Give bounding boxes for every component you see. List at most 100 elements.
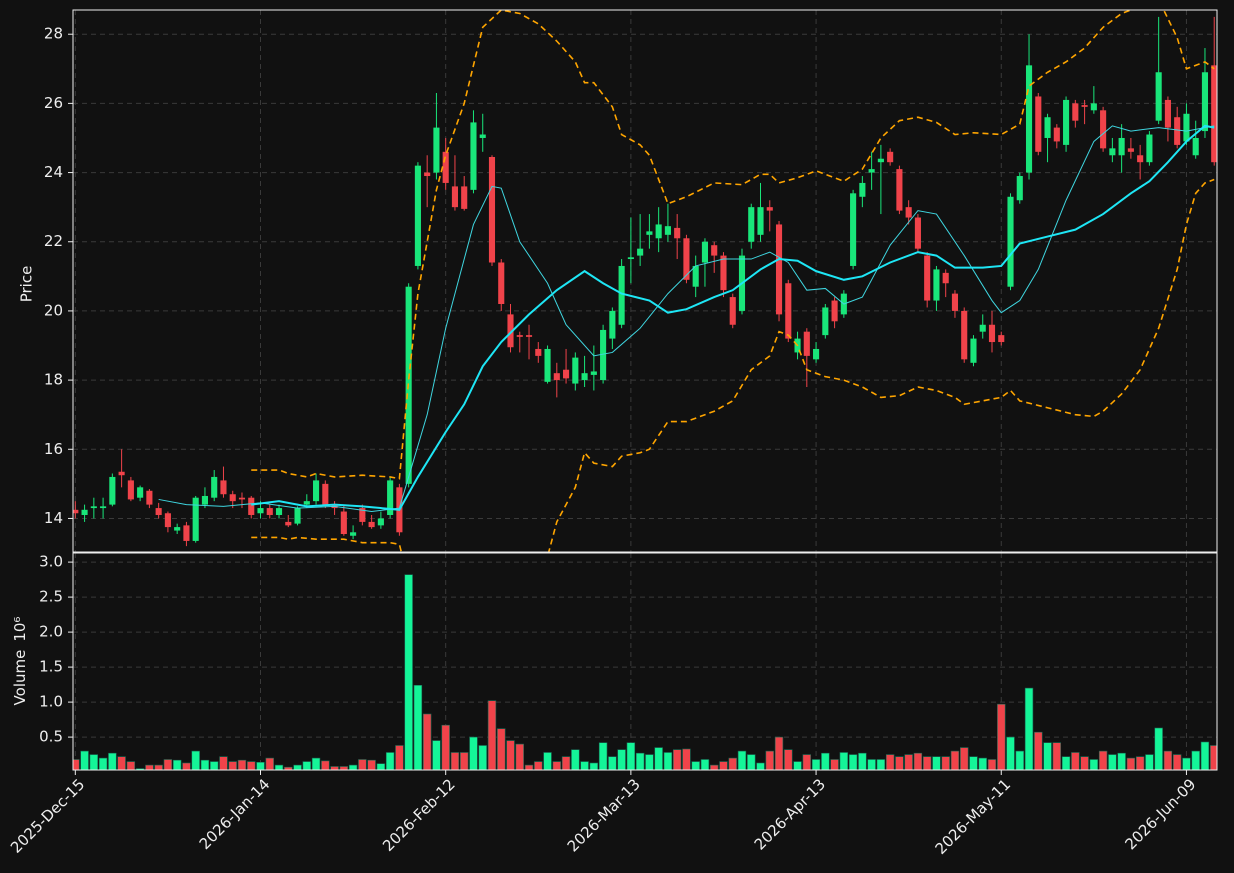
candle-body xyxy=(701,241,709,263)
candle-body xyxy=(118,471,125,476)
candle-body xyxy=(655,224,662,239)
volume-bar xyxy=(960,747,969,770)
volume-bar xyxy=(867,759,876,770)
candle-body xyxy=(581,373,588,381)
candle-body xyxy=(692,265,699,287)
volume-bar xyxy=(1172,754,1182,770)
volume-bar xyxy=(80,750,89,770)
candle-body xyxy=(1044,117,1051,138)
volume-bar xyxy=(802,754,811,770)
candle-body xyxy=(664,226,671,235)
candle-body xyxy=(164,513,171,528)
candle-body xyxy=(674,227,681,239)
candle-body xyxy=(850,193,857,266)
candle-body xyxy=(1183,113,1190,142)
candle-body xyxy=(646,231,653,235)
volume-bar xyxy=(682,748,691,770)
volume-plot xyxy=(73,574,1217,770)
candle-body xyxy=(1201,72,1209,132)
candle-body xyxy=(1063,99,1070,145)
volume-bar xyxy=(589,762,599,770)
candle-body xyxy=(748,207,755,242)
volume-bar xyxy=(598,742,608,770)
candle-body xyxy=(350,532,357,536)
candle-body xyxy=(507,314,514,348)
y-tick-label: 28 xyxy=(44,25,63,43)
candle-body xyxy=(618,265,625,325)
volume-grid xyxy=(73,553,1217,770)
candle-body xyxy=(988,324,996,343)
volume-bar xyxy=(821,752,830,770)
volume-bar xyxy=(895,756,904,770)
volume-bar xyxy=(256,761,265,770)
volume-bar xyxy=(997,703,1006,770)
volume-bar xyxy=(626,742,636,770)
candle-body xyxy=(192,497,199,541)
volume-bar xyxy=(1135,756,1145,770)
volume-bar xyxy=(450,752,460,770)
candle-body xyxy=(387,480,394,515)
candle-body xyxy=(831,300,838,322)
y-tick-label: 18 xyxy=(44,371,63,389)
volume-bar xyxy=(1117,752,1126,770)
volume-bar xyxy=(774,736,784,770)
volume-bar xyxy=(858,752,867,770)
candle-body xyxy=(479,134,486,138)
candle-body xyxy=(1025,65,1033,173)
volume-bar xyxy=(811,759,821,770)
volume-bar xyxy=(1071,752,1080,770)
volume-bar xyxy=(228,761,237,770)
volume-bar xyxy=(728,757,737,770)
candle-body xyxy=(90,506,97,509)
volume-bar xyxy=(1200,741,1210,770)
candle-body xyxy=(535,348,542,356)
volume-axis-label: Volume 10⁶ xyxy=(11,617,29,706)
candle-body xyxy=(1081,105,1088,107)
candle-body xyxy=(1146,134,1153,163)
candle-body xyxy=(803,331,810,356)
volume-bar xyxy=(719,761,728,770)
volume-bar xyxy=(756,762,765,770)
volume-bar xyxy=(654,747,663,770)
candle-body xyxy=(414,165,421,266)
volume-bar xyxy=(330,766,339,770)
candle-body xyxy=(1174,117,1181,145)
candle-body xyxy=(155,508,162,515)
volume-bar xyxy=(672,749,682,770)
volume-bar xyxy=(469,736,478,770)
volume-bar xyxy=(941,756,950,770)
candle-body xyxy=(285,521,292,526)
candle-body xyxy=(729,297,736,325)
candle-body xyxy=(683,238,690,280)
volume-bar xyxy=(321,760,330,770)
volume-bar xyxy=(848,754,858,770)
candle-body xyxy=(1007,196,1014,287)
volume-bar xyxy=(913,752,923,770)
volume-bar xyxy=(117,756,126,770)
y-tick-label: 22 xyxy=(44,232,63,250)
candle-body xyxy=(590,371,597,375)
candle-body xyxy=(238,497,246,500)
candle-body xyxy=(896,169,903,211)
volume-bar xyxy=(200,759,210,770)
candle-body xyxy=(100,506,107,509)
y-tick-label: 0.5 xyxy=(39,728,63,746)
volume-bar xyxy=(580,761,589,770)
candle-body xyxy=(887,151,894,163)
candle-body xyxy=(73,509,79,514)
y-tick-label: 1.5 xyxy=(39,658,63,676)
candle-body xyxy=(275,508,283,515)
y-tick-label: 20 xyxy=(44,301,63,319)
candle-body xyxy=(637,248,644,256)
candle-body xyxy=(757,207,764,235)
candle-body xyxy=(81,509,88,515)
volume-bar xyxy=(265,757,274,770)
volume-bar xyxy=(987,759,997,770)
candle-body xyxy=(183,525,190,541)
volume-bar xyxy=(950,750,960,770)
candle-body xyxy=(266,508,273,515)
volume-bar xyxy=(1191,750,1200,770)
volume-bar xyxy=(487,700,497,770)
candle-body xyxy=(294,508,301,524)
volume-bar xyxy=(247,761,256,770)
